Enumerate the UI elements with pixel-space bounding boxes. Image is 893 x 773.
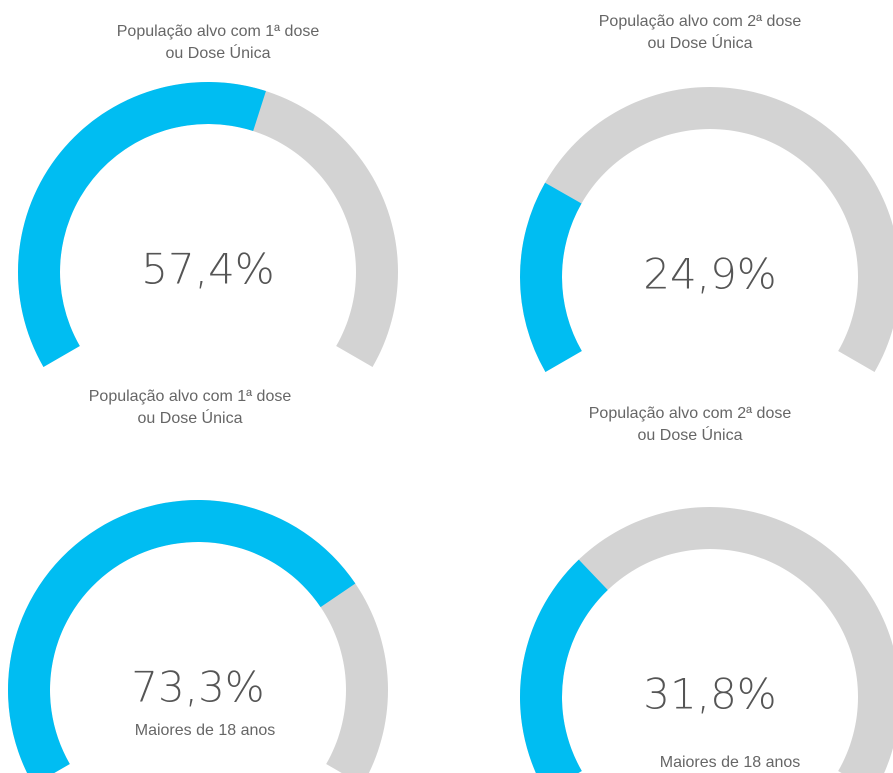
gauge-title: População alvo com 1ª dose: [117, 23, 320, 40]
gauge-track: [520, 507, 893, 773]
gauge-subtitle: Maiores de 18 anos: [135, 722, 276, 739]
gauge-title: ou Dose Única: [166, 43, 271, 62]
gauge-track: [18, 82, 398, 368]
gauge-value: [520, 182, 582, 372]
gauge-value: [8, 500, 356, 773]
gauge-title: População alvo com 2ª dose: [589, 405, 792, 422]
gauge-title: ou Dose Única: [648, 33, 753, 52]
gauge-title: População alvo com 1ª dose: [89, 388, 292, 405]
gauge-title: ou Dose Única: [138, 408, 243, 427]
gauge-title: ou Dose Única: [638, 425, 743, 444]
gauge-value-label: 24,9%: [643, 250, 776, 299]
gauge-value: [520, 559, 608, 773]
gauge-track: [520, 87, 893, 372]
gauge-value: [17, 81, 266, 367]
gauge-subtitle: Maiores de 18 anos: [660, 754, 801, 771]
gauge-value-label: 57,4%: [141, 245, 274, 294]
gauge-value-label: 31,8%: [643, 670, 776, 719]
gauge-value-label: 73,3%: [131, 663, 264, 712]
gauge-title: População alvo com 2ª dose: [599, 13, 802, 30]
